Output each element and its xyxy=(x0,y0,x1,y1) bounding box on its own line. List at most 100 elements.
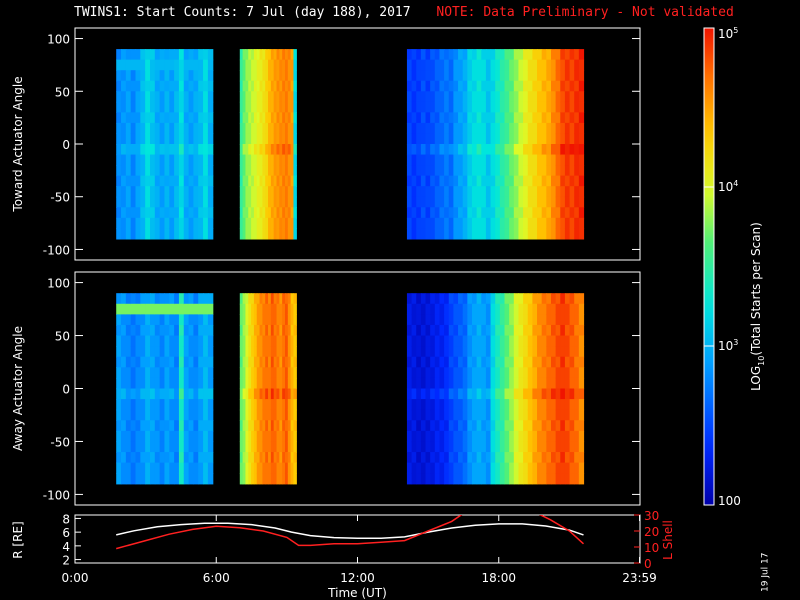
heatmap-cell xyxy=(550,473,557,485)
heatmap-cell xyxy=(420,144,427,156)
heatmap-cell xyxy=(574,452,580,464)
heatmap-cell xyxy=(439,367,445,379)
heatmap-cell xyxy=(287,154,292,166)
heatmap-cell xyxy=(183,228,190,240)
heatmap-cell xyxy=(164,112,170,124)
heatmap-cell xyxy=(467,228,473,240)
heatmap-cell xyxy=(135,473,141,485)
heatmap-cell xyxy=(467,122,473,135)
heatmap-cell xyxy=(485,420,492,432)
heatmap-cell xyxy=(270,59,275,71)
heatmap-cell xyxy=(444,175,450,187)
heatmap-cell xyxy=(462,356,468,368)
heatmap-cell xyxy=(490,196,496,208)
heatmap-cell xyxy=(420,165,427,177)
heatmap-cell xyxy=(453,165,459,177)
heatmap-cell xyxy=(203,303,209,315)
heatmap-cell xyxy=(485,59,492,71)
heatmap-cell xyxy=(527,314,533,326)
heatmap-cell xyxy=(287,388,292,400)
heatmap-cell xyxy=(430,420,436,432)
heatmap-cell xyxy=(467,175,473,187)
heatmap-cell xyxy=(564,293,571,305)
heatmap-cell xyxy=(476,122,482,135)
heatmap-cell xyxy=(444,112,450,124)
heatmap-cell xyxy=(268,399,272,411)
heatmap-cell xyxy=(574,356,580,368)
heatmap-cell xyxy=(509,293,515,305)
heatmap-cell xyxy=(135,430,141,443)
heatmap-cell xyxy=(207,314,214,326)
heatmap-cell xyxy=(476,452,482,464)
heatmap-cell xyxy=(203,377,209,390)
heatmap-cell xyxy=(471,473,478,485)
heatmap-cell xyxy=(495,293,501,305)
heatmap-cell xyxy=(268,228,272,240)
heatmap-cell xyxy=(462,388,468,400)
heatmap-cell xyxy=(145,293,151,305)
heatmap-cell xyxy=(242,165,247,177)
heatmap-cell xyxy=(203,70,209,82)
heatmap-cell xyxy=(476,335,482,347)
heatmap-cell xyxy=(513,144,520,156)
heatmap-cell xyxy=(262,409,266,421)
heatmap-cell xyxy=(504,441,510,453)
heatmap-cell xyxy=(121,293,127,305)
heatmap-cell xyxy=(276,409,280,421)
heatmap-cell xyxy=(513,59,520,71)
heatmap-cell xyxy=(509,462,515,474)
heatmap-cell xyxy=(130,441,137,453)
heatmap-cell xyxy=(198,217,204,229)
heatmap-cell xyxy=(273,122,278,135)
heatmap-cell xyxy=(256,80,261,92)
heatmap-cell xyxy=(203,335,209,347)
heatmap-cell xyxy=(444,346,450,358)
heatmap-cell xyxy=(523,409,529,421)
heatmap-cell xyxy=(448,154,455,166)
heatmap-cell xyxy=(467,462,473,474)
heatmap-cell xyxy=(251,473,255,485)
heatmap-cell xyxy=(256,165,261,177)
y-axis-label: Toward Actuator Angle xyxy=(11,76,25,212)
heatmap-cell xyxy=(259,452,263,464)
heatmap-cell xyxy=(490,207,496,219)
heatmap-cell xyxy=(485,324,492,337)
heatmap-cell xyxy=(251,122,255,135)
heatmap-cell xyxy=(462,346,468,358)
heatmap-cell xyxy=(149,367,156,379)
heatmap-cell xyxy=(282,377,286,390)
heatmap-cell xyxy=(159,420,166,432)
heatmap-cell xyxy=(121,335,127,347)
heatmap-cell xyxy=(169,346,175,358)
heatmap-cell xyxy=(164,80,170,92)
heatmap-cell xyxy=(242,377,247,390)
heatmap-cell xyxy=(481,217,487,229)
heatmap-cell xyxy=(169,144,175,156)
heatmap-cell xyxy=(550,409,557,421)
heatmap-cell xyxy=(135,80,141,92)
heatmap-cell xyxy=(527,122,533,135)
heatmap-cell xyxy=(555,388,561,400)
heatmap-cell xyxy=(140,122,146,135)
heatmap-cell xyxy=(509,186,515,198)
heatmap-cell xyxy=(270,324,275,337)
heatmap-cell xyxy=(135,324,141,337)
heatmap-cell xyxy=(462,441,468,453)
heatmap-cell xyxy=(140,293,146,305)
heatmap-cell xyxy=(541,70,547,82)
heatmap-cell xyxy=(207,346,214,358)
heatmap-cell xyxy=(256,217,261,229)
heatmap-cell xyxy=(550,399,557,411)
heatmap-cell xyxy=(268,133,272,145)
heatmap-cell xyxy=(467,452,473,464)
heatmap-cell xyxy=(509,175,515,187)
heatmap-cell xyxy=(183,101,190,113)
heatmap-cell xyxy=(555,122,561,135)
heatmap-cell xyxy=(245,346,249,358)
heatmap-cell xyxy=(169,207,175,219)
heatmap-cell xyxy=(574,346,580,358)
heatmap-cell xyxy=(248,293,252,305)
heatmap-cell xyxy=(193,335,199,347)
heatmap-cell xyxy=(411,186,417,198)
heatmap-cell xyxy=(198,399,204,411)
